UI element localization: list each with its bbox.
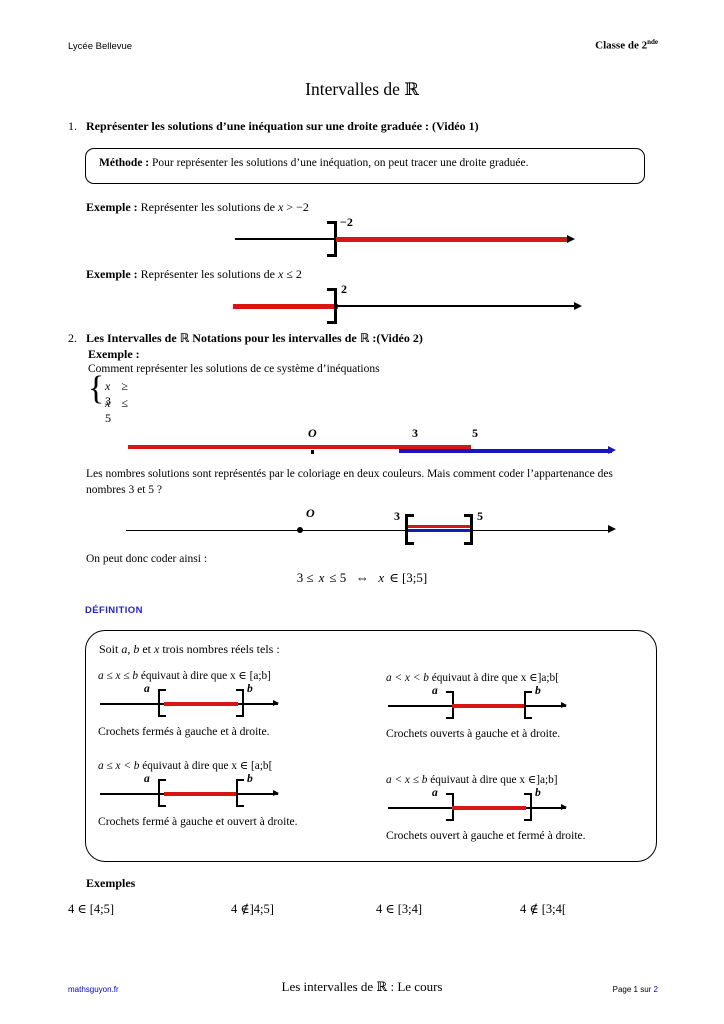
example1-line: Exemple : Représenter les solutions de x… <box>86 200 309 214</box>
point-5-label: 5 <box>477 509 483 523</box>
b-label: b <box>247 773 253 785</box>
bracket-open-right-icon <box>524 691 532 719</box>
point-3-label: 3 <box>412 426 418 440</box>
bracket-closed-right-icon <box>236 689 244 717</box>
section2-number: 2. <box>68 331 77 345</box>
definition-intro: Soit a, b et x trois nombres réels tels … <box>99 642 280 656</box>
blue-segment <box>399 448 612 453</box>
arrow-right-icon <box>608 446 616 454</box>
red-segment <box>452 703 526 708</box>
site-link[interactable]: mathsguyon.fr <box>68 985 119 994</box>
interval-cell-open-open: a < x < b équivaut à dire que x ∈]a;b[ a… <box>386 671 664 757</box>
arrow-right-icon <box>608 525 616 533</box>
example-item: 4 ∈ [3;4] <box>376 902 423 916</box>
a-label: a <box>144 773 150 785</box>
footer-title: Les intervalles de ℝ : Le cours <box>281 979 443 994</box>
solution-segment-red <box>336 236 568 242</box>
interval-diagram: a b <box>388 685 588 723</box>
b-label: b <box>535 685 541 697</box>
example-item: 4 ∉ [3;4[ <box>520 902 567 916</box>
b-label: b <box>535 787 541 799</box>
interval-diagram: a b <box>388 787 588 825</box>
bracket-closed-left-icon <box>158 779 166 807</box>
axis-line <box>126 529 610 531</box>
definition-heading: DÉFINITION <box>85 605 143 616</box>
example2-line: Exemple : Représenter les solutions de x… <box>86 267 302 281</box>
iff-arrow-icon: ⇔ <box>355 570 369 585</box>
section2-heading: 2. Les Intervalles de ℝ Notations pour l… <box>68 331 423 345</box>
point-label: 2 <box>341 282 347 296</box>
number-line-3: O 3 5 <box>68 426 658 460</box>
arrow-right-icon <box>574 301 582 310</box>
arrow-right-icon <box>273 790 279 796</box>
arrow-right-icon <box>561 702 567 708</box>
method-box: Méthode : Pour représenter les solutions… <box>85 148 645 184</box>
school-name: Lycée Bellevue <box>68 41 133 52</box>
point-label: −2 <box>340 215 353 229</box>
bracket-closed-left-icon <box>405 514 414 545</box>
red-segment <box>164 791 238 796</box>
brace-icon: { <box>88 370 105 407</box>
origin-label: O <box>308 426 317 440</box>
origin-dot <box>297 526 303 533</box>
arrow-right-icon <box>561 804 567 810</box>
interval-diagram: a b <box>100 773 300 811</box>
cell-caption: Crochets ouverts à gauche et à droite. <box>386 727 561 740</box>
cell-caption: Crochets fermés à gauche et à droite. <box>98 725 270 738</box>
number-line-1: −2 <box>68 214 658 264</box>
method-label: Méthode : <box>99 157 150 169</box>
colouring-paragraph: Les nombres solutions sont représentés p… <box>86 468 613 496</box>
examples-heading: Exemples <box>86 876 136 890</box>
bracket-open-right-icon <box>236 779 244 807</box>
bracket-closed-left-icon <box>158 689 166 717</box>
interval-cell-closed-open: a ≤ x < b équivaut à dire que x ∈ [a;b[ … <box>98 759 376 845</box>
arrow-right-icon <box>567 234 575 243</box>
point-3-label: 3 <box>394 509 400 523</box>
example-item: 4 ∈ [4;5] <box>68 902 115 916</box>
example-label: Exemple : <box>88 347 140 361</box>
class-label: Classe de 2nde <box>595 38 658 52</box>
origin-label: O <box>306 506 315 520</box>
system-intro: Comment représenter les solutions de ce … <box>88 363 380 375</box>
bracket-closed-right-icon <box>524 793 532 821</box>
solution-segment-red <box>233 303 338 309</box>
bracket-closed-icon <box>327 288 337 324</box>
arrow-right-icon <box>273 700 279 706</box>
section1-heading: 1. Représenter les solutions d’une inéqu… <box>68 119 479 133</box>
red-segment <box>128 444 471 449</box>
page-2-link[interactable]: 2 <box>653 985 658 994</box>
number-line-4: O 3 5 <box>68 506 658 554</box>
axis-line <box>235 238 337 240</box>
definition-box: Soit a, b et x trois nombres réels tels … <box>85 630 657 862</box>
interval-cell-open-closed: a < x ≤ b équivaut à dire que x ∈]a;b] a… <box>386 773 664 859</box>
a-label: a <box>144 683 150 695</box>
blue-segment <box>408 528 470 533</box>
a-label: a <box>432 685 438 697</box>
interval-cell-closed-closed: a ≤ x ≤ b équivaut à dire que x ∈ [a;b] … <box>98 669 376 755</box>
b-label: b <box>247 683 253 695</box>
red-segment <box>452 805 526 810</box>
bracket-closed-right-icon <box>464 514 473 545</box>
coding-formula: 3 ≤ x ≤ 5 ⇔ x ∈ [3;5] <box>296 570 428 585</box>
red-segment <box>164 701 238 706</box>
interval-diagram: a b <box>100 683 300 721</box>
cell-caption: Crochets fermé à gauche et ouvert à droi… <box>98 815 298 828</box>
cell-caption: Crochets ouvert à gauche et fermé à droi… <box>386 829 586 842</box>
example-item: 4 ∉]4;5] <box>231 902 274 916</box>
section1-number: 1. <box>68 119 77 133</box>
page-indicator: Page 1 sur 2 <box>612 985 658 994</box>
a-label: a <box>432 787 438 799</box>
number-line-2: 2 <box>68 281 658 331</box>
page-title: Intervalles de ℝ <box>305 79 419 99</box>
red-segment <box>408 524 470 529</box>
point-5-label: 5 <box>472 426 478 440</box>
examples-row: 4 ∈ [4;5] 4 ∉]4;5] 4 ∈ [3;4] 4 ∉ [3;4[ <box>68 901 660 919</box>
origin-tick <box>311 449 314 454</box>
method-text: Pour représenter les solutions d’une iné… <box>152 157 529 169</box>
bracket-open-icon <box>327 221 337 257</box>
axis-line <box>337 305 576 307</box>
coding-intro: On peut donc coder ainsi : <box>86 553 208 565</box>
